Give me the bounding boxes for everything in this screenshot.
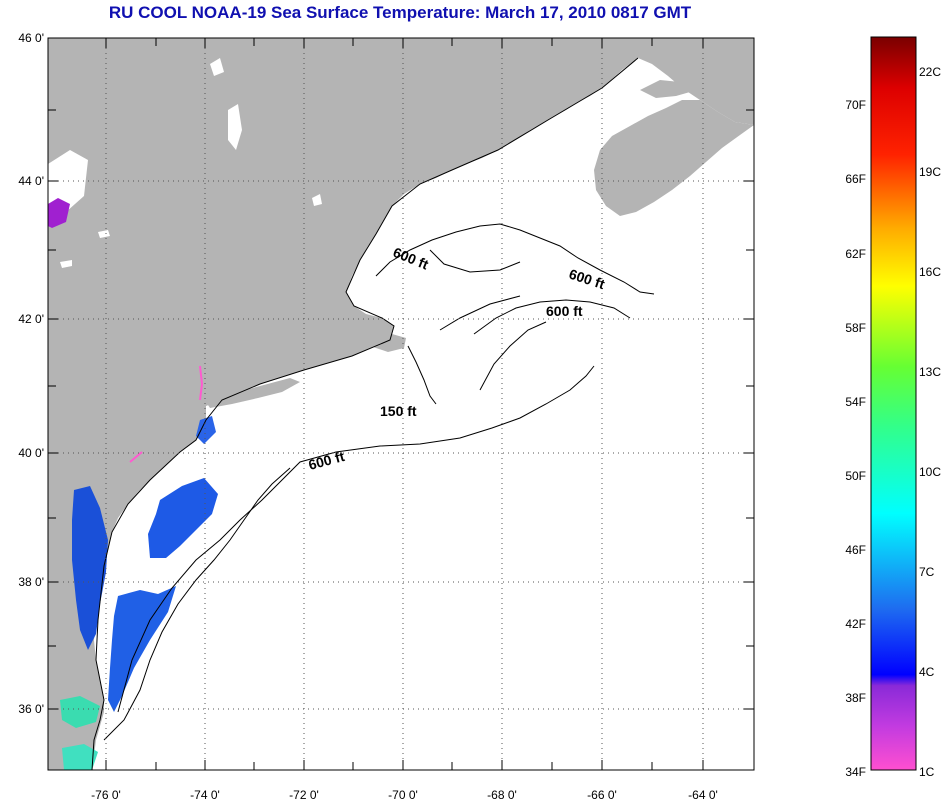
sst-edge-pink <box>199 365 204 401</box>
coastline <box>91 57 639 770</box>
lat-label: 36 0' <box>18 702 44 716</box>
sst-chesapeake-blue <box>108 586 176 712</box>
c-label: 22C <box>919 65 941 79</box>
lon-label: -74 0' <box>190 788 220 802</box>
land-mainland <box>48 38 754 770</box>
land-island <box>640 80 690 98</box>
land-cape-cod <box>370 334 406 352</box>
lon-label: -72 0' <box>289 788 319 802</box>
sst-edge-pink <box>129 451 143 463</box>
contour-line <box>407 345 437 405</box>
lake <box>60 260 72 268</box>
contour-line <box>117 365 595 713</box>
f-label: 46F <box>845 543 866 557</box>
colorbar <box>870 36 917 771</box>
sst-sound-blue <box>196 416 216 444</box>
f-label: 66F <box>845 172 866 186</box>
map-frame <box>47 37 755 771</box>
c-label: 10C <box>919 465 941 479</box>
f-label: 42F <box>845 617 866 631</box>
lake <box>210 58 224 76</box>
graticule <box>48 38 754 770</box>
c-label: 19C <box>919 165 941 179</box>
sst-patch-lake <box>48 198 70 228</box>
map-title: RU COOL NOAA-19 Sea Surface Temperature:… <box>108 3 692 22</box>
contour-line <box>439 295 521 331</box>
sst-south-cyan <box>62 744 98 770</box>
lon-label: -76 0' <box>91 788 121 802</box>
lake <box>312 194 322 206</box>
lon-label: -64 0' <box>688 788 718 802</box>
lat-label: 44 0' <box>18 174 44 188</box>
lake <box>228 104 242 150</box>
land-long-island <box>206 378 300 408</box>
contour-label: 600 ft <box>546 303 583 319</box>
f-label: 34F <box>845 765 866 779</box>
lon-label: -66 0' <box>587 788 617 802</box>
lat-label: 46 0' <box>18 31 44 45</box>
contour-label: 150 ft <box>380 403 417 419</box>
lake <box>98 230 110 238</box>
contour-line <box>429 249 521 273</box>
land-nova-scotia <box>594 100 754 216</box>
contour-line <box>479 321 547 391</box>
lat-label: 42 0' <box>18 312 44 326</box>
c-label: 4C <box>919 665 935 679</box>
f-label: 70F <box>845 98 866 112</box>
sst-coastal-blue <box>148 478 218 558</box>
colorbar-fahrenheit-labels: 70F 66F 62F 58F 54F 50F 46F 42F 38F 34F <box>845 98 866 779</box>
sst-cape-green <box>60 696 100 728</box>
axis-ticks <box>48 37 754 770</box>
c-label: 16C <box>919 265 941 279</box>
f-label: 54F <box>845 395 866 409</box>
lat-label: 40 0' <box>18 446 44 460</box>
f-label: 58F <box>845 321 866 335</box>
f-label: 50F <box>845 469 866 483</box>
c-label: 1C <box>919 765 935 779</box>
c-label: 7C <box>919 565 935 579</box>
c-label: 13C <box>919 365 941 379</box>
colorbar-celsius-labels: 22C 19C 16C 13C 10C 7C 4C 1C <box>919 65 941 779</box>
f-label: 38F <box>845 691 866 705</box>
lon-label: -70 0' <box>388 788 418 802</box>
lon-label: -68 0' <box>487 788 517 802</box>
contour-line <box>375 223 655 295</box>
f-label: 62F <box>845 247 866 261</box>
lat-label: 38 0' <box>18 575 44 589</box>
contour-line <box>473 299 631 335</box>
contour-line <box>103 467 291 741</box>
